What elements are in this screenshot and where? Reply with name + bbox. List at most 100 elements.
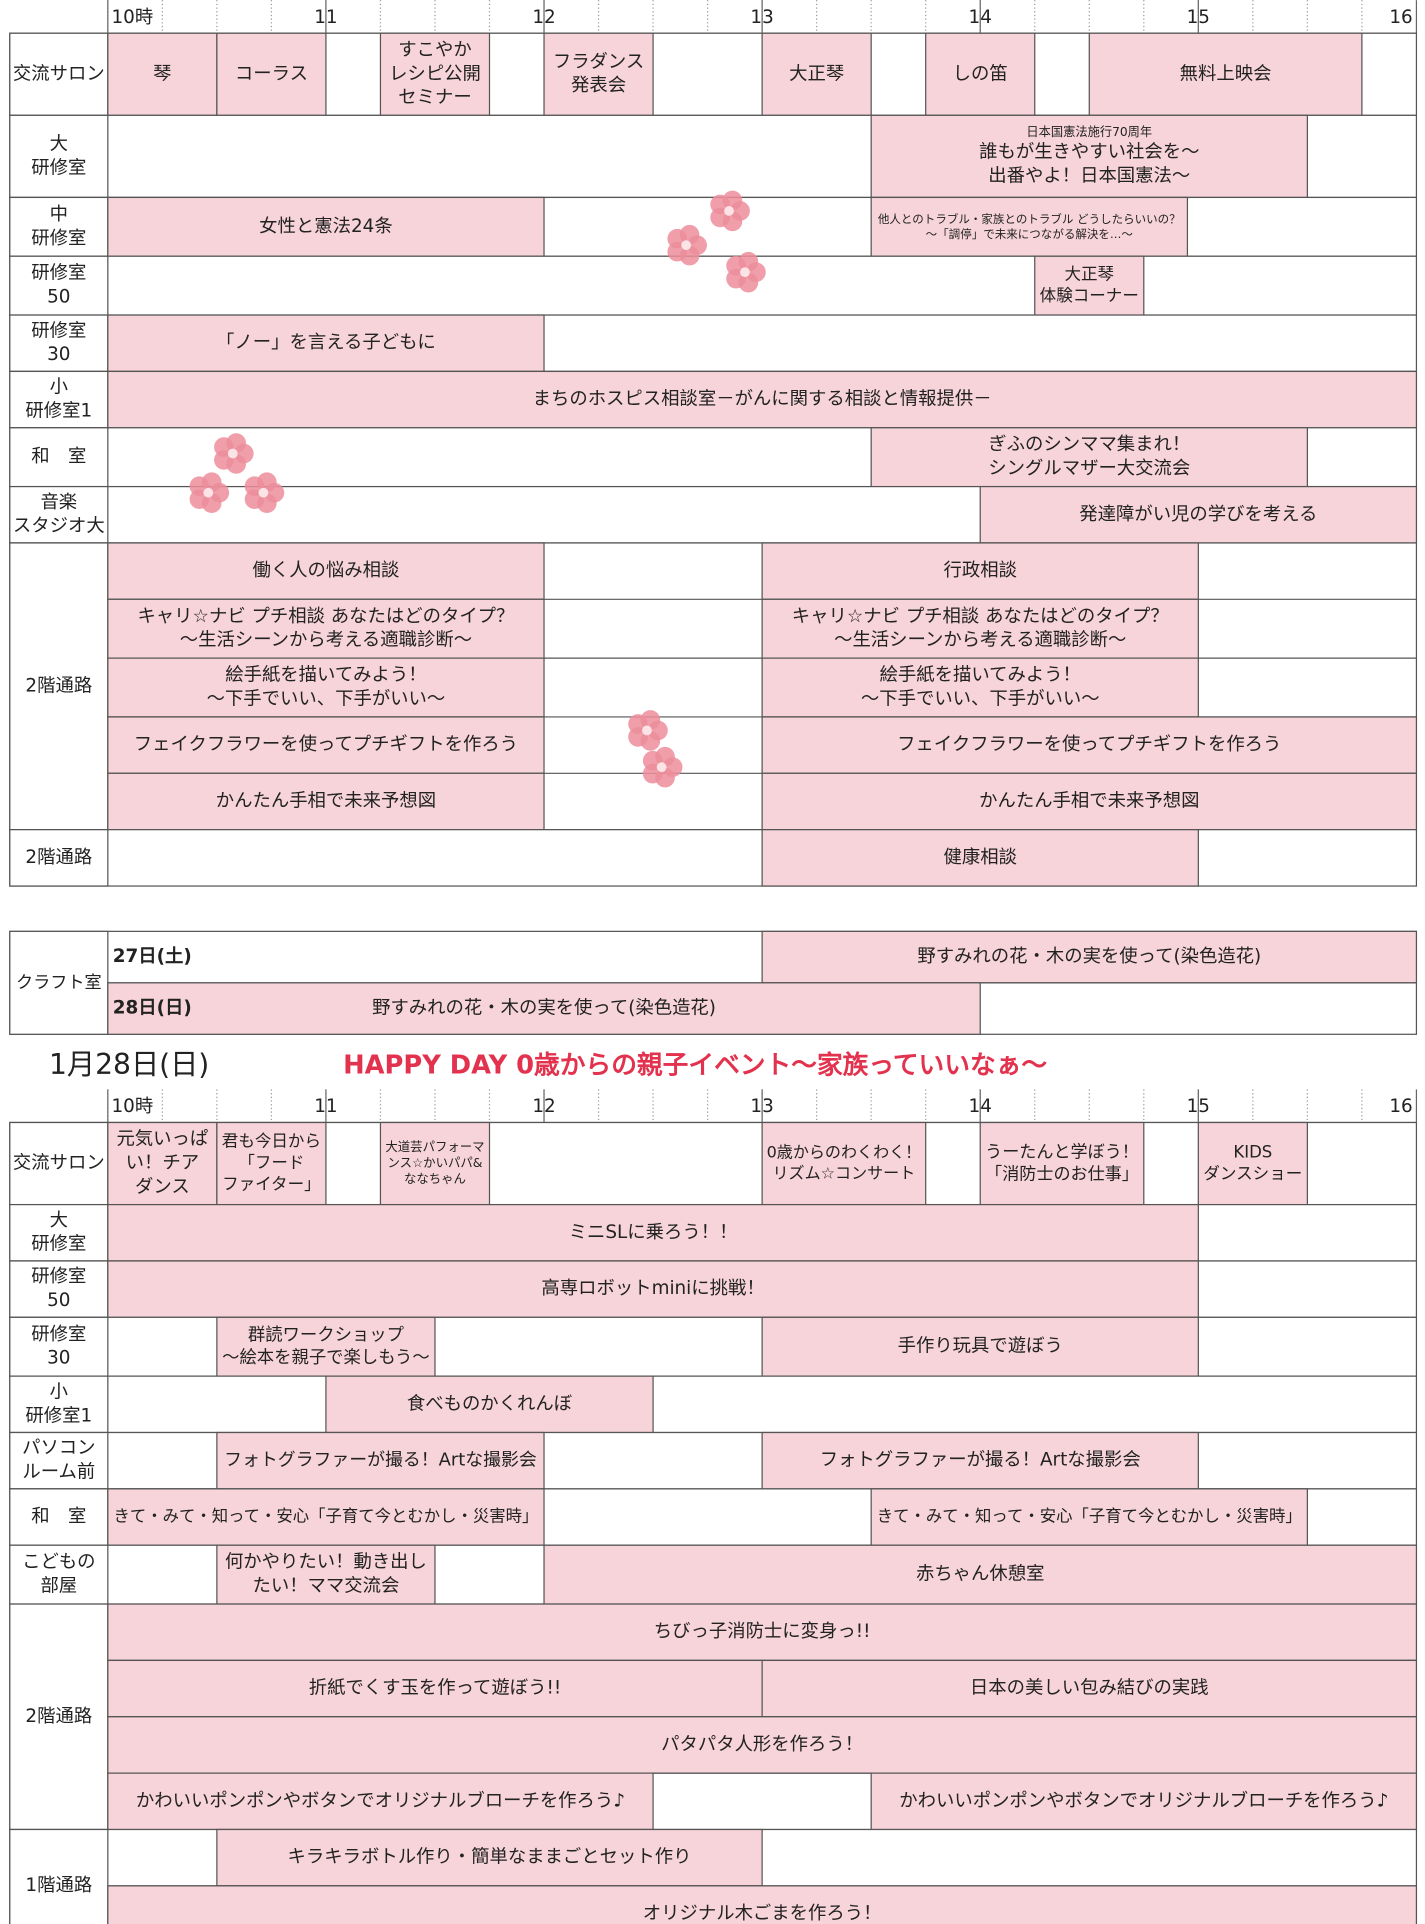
room-label: 中 bbox=[50, 204, 68, 225]
event-text: 大道芸パフォーマ bbox=[385, 1139, 484, 1154]
room-label: スタジオ大 bbox=[13, 516, 105, 537]
event-block bbox=[325, 1375, 654, 1434]
event-text: 野すみれの花・木の実を使って(染色造花) bbox=[372, 998, 716, 1019]
craft-label-cell bbox=[9, 930, 109, 1035]
event-text: コーラス bbox=[235, 63, 308, 84]
event-block bbox=[107, 1203, 1199, 1262]
flower-center bbox=[203, 487, 214, 498]
event-text: オリジナル木ごまを作ろう！ bbox=[643, 1903, 882, 1924]
event-text: リズム☆コンサート bbox=[773, 1163, 916, 1182]
date-heading: 1月28日(日) bbox=[49, 1048, 209, 1081]
room-label: 研修室 bbox=[31, 1234, 86, 1255]
event-block bbox=[107, 1772, 654, 1831]
room-label: 2階通路 bbox=[25, 1706, 92, 1727]
room-label: 和 室 bbox=[31, 1506, 86, 1527]
event-block bbox=[379, 1121, 491, 1206]
event-block bbox=[870, 1772, 1418, 1831]
room-label: 和 室 bbox=[31, 446, 86, 467]
event-text: かんたん手相で未来予想図 bbox=[979, 790, 1199, 811]
event-block bbox=[979, 485, 1418, 544]
event-text: ～生活シーンから考える適職診断～ bbox=[180, 630, 472, 651]
event-block bbox=[216, 1121, 327, 1206]
event-text: 君も今日から bbox=[222, 1132, 321, 1151]
event-text: 赤ちゃん休憩室 bbox=[916, 1564, 1045, 1585]
flower-petal bbox=[722, 190, 743, 211]
event-text: キャリ☆ナビ プチ相談 あなたはどのタイプ？ bbox=[792, 606, 1169, 627]
event-text: 発表会 bbox=[571, 75, 626, 96]
event-text: セミナー bbox=[398, 87, 471, 108]
room-label-cell bbox=[9, 1488, 109, 1546]
event-text: きて・みて・知って・安心「子育て今とむかし・災害時」 bbox=[113, 1507, 538, 1526]
flower-center bbox=[681, 240, 692, 251]
event-block bbox=[870, 114, 1308, 199]
room-label: 大 bbox=[50, 133, 68, 154]
event-text: 大正琴 bbox=[789, 63, 844, 84]
flower-petal bbox=[201, 472, 222, 493]
room-label: 50 bbox=[47, 287, 70, 308]
event-text: 他人とのトラブル・家族とのトラブル どうしたらいいの？ bbox=[878, 212, 1181, 226]
event-text: フェイクフラワーを使ってプチギフトを作ろう bbox=[897, 734, 1281, 755]
room-label: 小 bbox=[50, 377, 68, 398]
event-block bbox=[925, 32, 1036, 116]
flower-center bbox=[227, 448, 238, 459]
room-label: パソコン bbox=[22, 1438, 95, 1459]
event-text: 琴 bbox=[153, 63, 171, 84]
event-block bbox=[761, 716, 1418, 774]
event-text: ぎふのシンママ集まれ！ bbox=[988, 434, 1190, 455]
event-text: 大正琴 bbox=[1064, 264, 1114, 283]
event-block bbox=[107, 657, 545, 718]
event-block bbox=[216, 1431, 545, 1490]
flower-center bbox=[642, 725, 652, 736]
room-label-cell bbox=[9, 427, 109, 488]
event-block bbox=[216, 1316, 436, 1377]
room-label: 50 bbox=[47, 1290, 70, 1311]
room-label: こどもの bbox=[22, 1552, 95, 1573]
event-text: フォトグラファーが撮る！Artな撮影会 bbox=[224, 1450, 537, 1471]
event-text: 元気いっぱ bbox=[116, 1129, 208, 1150]
room-row bbox=[9, 255, 1418, 316]
event-text: ～生活シーンから考える適職診断～ bbox=[834, 630, 1126, 651]
room-label: 研修室 bbox=[31, 320, 86, 341]
room-label: ルーム前 bbox=[22, 1462, 95, 1483]
event-text: まちのホスピス相談室－がんに関する相談と情報提供－ bbox=[533, 389, 992, 410]
event-text: ～「調停」で未来につながる解決を…～ bbox=[926, 227, 1134, 241]
event-block bbox=[870, 196, 1189, 257]
room-label: 大 bbox=[50, 1210, 68, 1231]
event-text: パタパタ人形を作ろう！ bbox=[661, 1734, 863, 1755]
event-text: 食べものかくれんぼ bbox=[407, 1393, 572, 1414]
time-tick-label: 14 bbox=[969, 1096, 992, 1117]
event-block bbox=[107, 1603, 1418, 1662]
event-text: 日本国憲法施行70周年 bbox=[1026, 124, 1152, 139]
event-text: ダンスショー bbox=[1203, 1164, 1302, 1183]
event-text: キャリ☆ナビ プチ相談 あなたはどのタイプ？ bbox=[137, 606, 514, 627]
event-text: 発達障がい児の学びを考える bbox=[1079, 504, 1317, 525]
event-text: い！チア bbox=[126, 1153, 199, 1174]
room-label: 研修室 bbox=[31, 1266, 86, 1287]
room-label-cell bbox=[9, 542, 109, 831]
event-text: 群読ワークショップ bbox=[248, 1325, 405, 1345]
flower-center bbox=[740, 267, 750, 278]
event-text: 体験コーナー bbox=[1040, 286, 1139, 305]
flower-petal bbox=[679, 224, 700, 245]
room-label: 2階通路 bbox=[25, 675, 92, 696]
room-label: 小 bbox=[50, 1381, 68, 1402]
event-text: 何かやりたい！動き出し bbox=[225, 1552, 427, 1573]
event-text: ちびっ子消防士に変身っ!! bbox=[654, 1621, 871, 1642]
event-text: 絵手紙を描いてみよう！ bbox=[225, 665, 426, 686]
event-block bbox=[543, 1544, 1418, 1605]
event-block bbox=[761, 657, 1199, 718]
event-block bbox=[107, 32, 218, 116]
event-text: キラキラボトル作り・簡単なままごとセット作り bbox=[288, 1847, 692, 1868]
event-block bbox=[379, 32, 491, 116]
time-tick-label: 12 bbox=[532, 1096, 555, 1117]
flower-petal bbox=[738, 251, 759, 272]
time-tick-label: 14 bbox=[969, 7, 992, 28]
time-tick-label: 11 bbox=[314, 7, 337, 28]
event-block bbox=[1088, 32, 1363, 116]
event-text: しの笛 bbox=[953, 63, 1008, 84]
event-block bbox=[979, 1121, 1145, 1206]
event-text: 折紙でくす玉を作って遊ぼう!! bbox=[309, 1678, 561, 1699]
event-text: フラダンス bbox=[553, 51, 644, 72]
event-text: フェイクフラワーを使ってプチギフトを作ろう bbox=[134, 734, 518, 755]
room-label-cell bbox=[9, 114, 109, 199]
